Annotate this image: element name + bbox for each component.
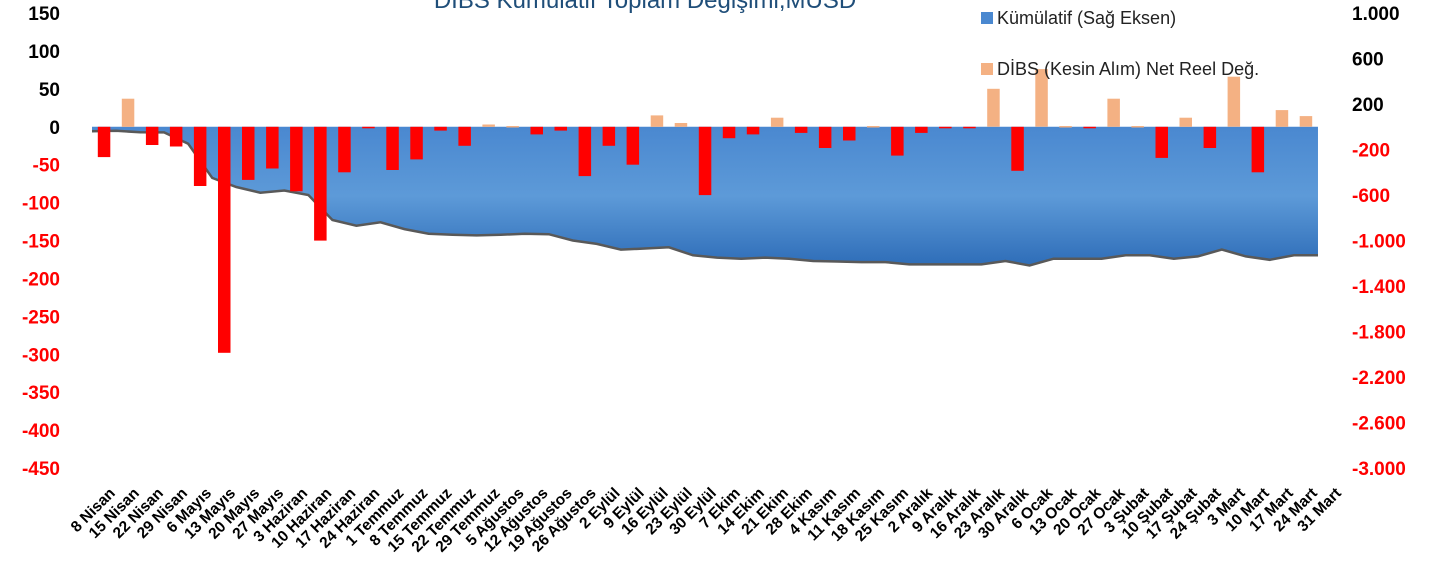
bar (1251, 126, 1265, 173)
bar (121, 98, 135, 127)
left-tick-label: -200 (22, 269, 60, 290)
right-tick-label: -600 (1352, 186, 1390, 207)
bar (602, 126, 616, 146)
bar (987, 88, 1000, 127)
bar (314, 126, 327, 241)
bar (867, 126, 880, 128)
bar (482, 124, 495, 127)
bar (218, 126, 231, 353)
left-tick-label: -400 (22, 421, 60, 442)
bar (939, 126, 952, 129)
cumulative-area-edge (91, 129, 1318, 267)
legend-label-cumulative: Kümülatif (Sağ Eksen) (997, 8, 1176, 28)
bar-layer (97, 69, 1313, 353)
bar (97, 126, 111, 158)
right-tick-label: -200 (1352, 141, 1390, 162)
bar (145, 126, 159, 145)
bar (193, 126, 207, 186)
bar (626, 126, 640, 165)
legend-swatch-dibs (981, 63, 993, 75)
bar (458, 126, 471, 146)
bar (674, 123, 688, 127)
bar (578, 126, 592, 177)
bar (1203, 126, 1217, 148)
bar (410, 126, 423, 160)
bar (362, 126, 375, 129)
bar (169, 126, 183, 147)
right-axis: 1.000 600 200 -200 -600 -1.000 -1.400 -1.800 -2.… (1352, 4, 1406, 480)
left-tick-label: -50 (33, 156, 60, 177)
bar (746, 126, 760, 135)
bar (530, 126, 543, 135)
left-tick-label: 0 (49, 118, 60, 139)
legend: Kümülatif (Sağ Eksen) DİBS (Kesin Alım) … (981, 8, 1259, 79)
bar (1131, 126, 1144, 128)
bar (266, 126, 279, 169)
bar (1011, 126, 1024, 171)
bar (1155, 126, 1168, 158)
bar (770, 117, 784, 127)
right-tick-label: -1.400 (1352, 277, 1406, 298)
bar (1035, 69, 1048, 127)
left-tick-label: -350 (22, 383, 60, 404)
bar (1179, 117, 1192, 127)
bar (722, 126, 736, 139)
bar (1299, 116, 1313, 127)
right-tick-label: -2.600 (1352, 414, 1406, 435)
bar (963, 126, 976, 129)
bar (338, 126, 351, 173)
bar (650, 115, 664, 127)
left-tick-label: 150 (28, 4, 60, 25)
bar (1275, 110, 1289, 127)
right-tick-label: 1.000 (1352, 4, 1400, 25)
left-tick-label: -100 (22, 194, 60, 215)
right-tick-label: -3.000 (1352, 459, 1406, 480)
bar (843, 126, 856, 141)
bar (818, 126, 832, 148)
bar (1227, 76, 1241, 127)
right-tick-label: 200 (1352, 95, 1384, 116)
bar (554, 126, 567, 131)
left-axis: 150 100 50 0 -50 -100 -150 -200 -250 -300 -350 -400… (22, 4, 60, 480)
left-tick-label: -250 (22, 307, 60, 328)
bar (242, 126, 255, 180)
legend-swatch-cumulative (981, 12, 993, 24)
bar (434, 126, 447, 131)
left-tick-label: -300 (22, 345, 60, 366)
right-tick-label: -1.800 (1352, 323, 1406, 344)
bar (506, 126, 519, 128)
bar (891, 126, 904, 156)
legend-label-dibs: DİBS (Kesin Alım) Net Reel Değ. (997, 59, 1259, 79)
right-tick-label: 600 (1352, 50, 1384, 71)
right-tick-label: -1.000 (1352, 232, 1406, 253)
bar (794, 126, 808, 133)
bar (1083, 126, 1096, 129)
right-tick-label: -2.200 (1352, 368, 1406, 389)
bar (915, 126, 928, 133)
chart-title: DİBS Kümülatif Toplam Değişimi,MUSD (434, 0, 856, 14)
bar (698, 126, 712, 196)
bar (1107, 98, 1120, 127)
left-tick-label: -150 (22, 232, 60, 253)
bar (1059, 126, 1072, 128)
bar (386, 126, 399, 170)
left-tick-label: -450 (22, 459, 60, 480)
left-tick-label: 50 (39, 80, 60, 101)
bar (290, 126, 303, 192)
left-tick-label: 100 (28, 42, 60, 63)
